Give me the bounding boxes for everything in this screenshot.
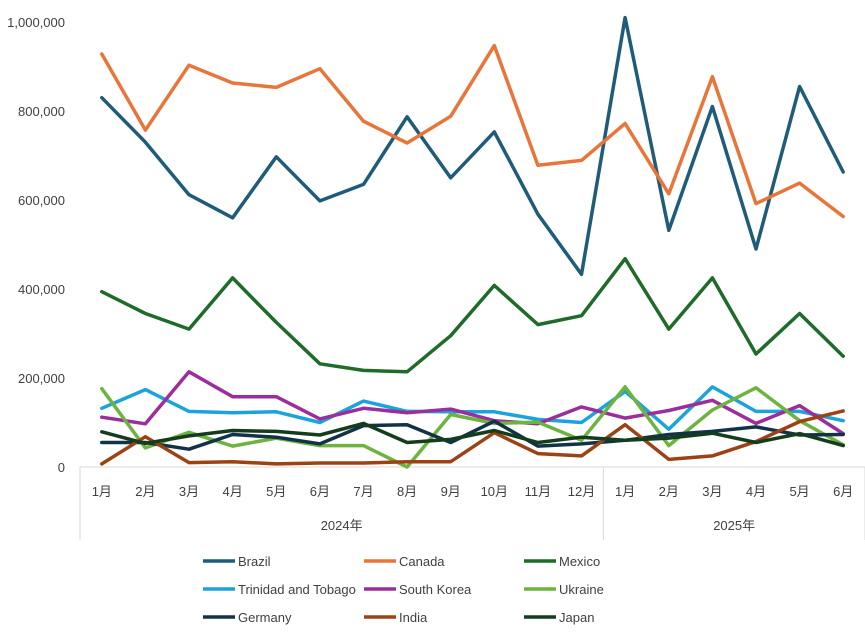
series-line-brazil: [100, 15, 845, 277]
legend-item: Ukraine: [524, 582, 604, 597]
x-tick-label: 4月: [746, 484, 766, 499]
legend-item: Mexico: [524, 554, 600, 569]
y-tick-label: 600,000: [18, 193, 65, 208]
x-tick-label: 12月: [568, 484, 595, 499]
legend-label: India: [399, 610, 428, 625]
y-tick-label: 400,000: [18, 282, 65, 297]
x-tick-label: 5月: [789, 484, 809, 499]
legend-item: Trinidad and Tobago: [203, 582, 356, 597]
legend-item: Japan: [524, 610, 594, 625]
legend-label: Japan: [559, 610, 594, 625]
series-line-germany: [100, 419, 845, 451]
x-tick-label: 3月: [179, 484, 199, 499]
legend-item: India: [364, 610, 428, 625]
legend-label: Ukraine: [559, 582, 604, 597]
x-tick-label: 4月: [223, 484, 243, 499]
y-tick-label: 1,000,000: [7, 15, 65, 30]
y-axis: 1,000,000 800,000 600,000 400,000 200,000 0: [7, 15, 65, 475]
x-tick-label: 11月: [525, 484, 552, 499]
legend-label: Canada: [399, 554, 445, 569]
x-axis: 1月 2月 3月 4月 5月 6月 7月 8月 9月 10月 11月 12月 1月 2月 3月 4月 5月 6月 2…: [79, 466, 865, 540]
x-group-label: 2025年: [713, 518, 755, 533]
series-line-trinidad-and-tobago: [100, 385, 845, 431]
x-tick-label: 3月: [702, 484, 722, 499]
x-tick-label: 10月: [481, 484, 508, 499]
legend: Brazil Canada Mexico Trinidad and Tobago Sou…: [203, 554, 604, 625]
y-tick-label: 200,000: [18, 371, 65, 386]
x-tick-label: 6月: [310, 484, 330, 499]
x-tick-label: 5月: [266, 484, 286, 499]
series-line-ukraine: [100, 385, 845, 469]
series-line-canada: [100, 43, 845, 219]
legend-label: Trinidad and Tobago: [238, 582, 356, 597]
x-tick-label: 8月: [397, 484, 417, 499]
y-tick-label: 800,000: [18, 104, 65, 119]
legend-label: South Korea: [399, 582, 472, 597]
legend-item: Canada: [364, 554, 445, 569]
x-tick-label: 1月: [92, 484, 112, 499]
legend-label: Mexico: [559, 554, 600, 569]
legend-item: Brazil: [203, 554, 271, 569]
legend-label: Brazil: [238, 554, 271, 569]
x-tick-label: 7月: [353, 484, 373, 499]
x-tick-label: 9月: [441, 484, 461, 499]
series-lines: [100, 15, 845, 469]
x-tick-label: 2月: [135, 484, 155, 499]
series-line-south-korea: [100, 370, 845, 436]
x-tick-label: 2月: [659, 484, 679, 499]
legend-item: Germany: [203, 610, 292, 625]
series-line-japan: [100, 421, 845, 448]
x-tick-label: 6月: [833, 484, 853, 499]
legend-label: Germany: [238, 610, 292, 625]
series-line-india: [100, 409, 845, 466]
x-group-label: 2024年: [321, 518, 363, 533]
x-tick-label: 1月: [615, 484, 635, 499]
y-tick-label: 0: [58, 460, 65, 475]
series-line-mexico: [100, 256, 845, 374]
legend-item: South Korea: [364, 582, 472, 597]
